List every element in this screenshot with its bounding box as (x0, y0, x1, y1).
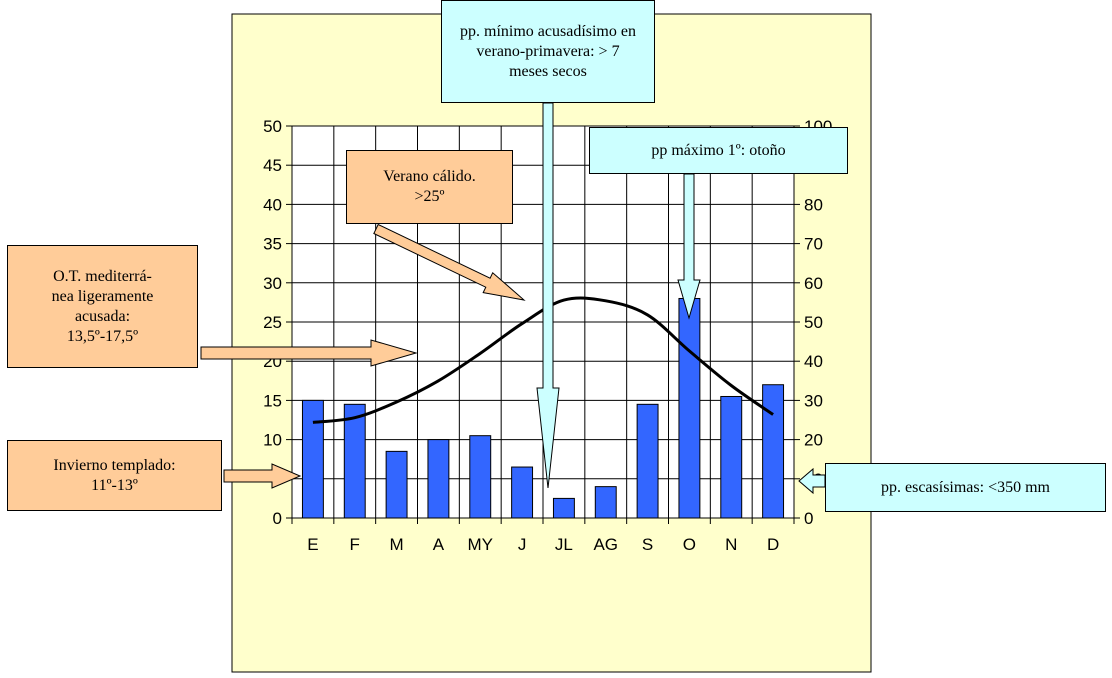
annotation-pp-escasas: pp. escasísimas: <350 mm (825, 463, 1106, 512)
right-tick-label: 80 (804, 195, 823, 214)
annotation-pp-maximo: pp máximo 1º: otoño (589, 127, 848, 174)
bar-S (636, 403, 659, 519)
left-tick-label: 30 (263, 274, 282, 293)
x-tick-label: O (683, 535, 696, 554)
bar-O (678, 297, 701, 519)
x-tick-label: S (642, 535, 653, 554)
arrow-invierno (223, 463, 302, 489)
right-tick-label: 20 (804, 431, 823, 450)
precipitation-bars (301, 297, 785, 519)
x-tick-label: A (433, 535, 445, 554)
bar-F (343, 403, 366, 519)
x-tick-label: J (518, 535, 527, 554)
x-axis-ticks: E F M A MY J JL AG S O N D (291, 518, 795, 554)
right-tick-label: 30 (804, 391, 823, 410)
bar-E (301, 399, 324, 519)
bar-J (511, 466, 534, 519)
left-tick-label: 10 (263, 431, 282, 450)
left-tick-label: 15 (263, 391, 282, 410)
annotation-ot-mediterranea: O.T. mediterrá- nea ligeramente acusada:… (7, 245, 198, 368)
left-tick-label: 35 (263, 235, 282, 254)
x-tick-label: D (767, 535, 779, 554)
bar-N (720, 395, 743, 519)
arrow-ot-mediterranea (200, 339, 418, 367)
bar-M (385, 450, 408, 519)
x-tick-label: N (725, 535, 737, 554)
arrow-verano (373, 223, 526, 301)
right-tick-label: 0 (804, 509, 813, 528)
bar-MY (469, 435, 492, 519)
left-tick-label: 40 (263, 195, 282, 214)
arrow-pp-maximo (677, 173, 701, 320)
left-tick-label: 45 (263, 156, 282, 175)
x-tick-label: JL (555, 535, 573, 554)
bar-JL (552, 497, 575, 519)
right-tick-label: 70 (804, 235, 823, 254)
annotation-pp-minimo: pp. mínimo acusadísimo en verano-primave… (441, 0, 655, 103)
bar-D (762, 384, 785, 519)
x-tick-label: AG (593, 535, 618, 554)
right-tick-label: 50 (804, 313, 823, 332)
arrow-pp-escasas (798, 467, 826, 495)
bar-AG (594, 486, 617, 519)
x-tick-label: E (307, 535, 318, 554)
x-tick-label: MY (468, 535, 494, 554)
annotation-verano: Verano cálido. >25º (346, 150, 513, 224)
left-tick-label: 25 (263, 313, 282, 332)
x-tick-label: M (389, 535, 403, 554)
bar-A (427, 439, 450, 519)
right-tick-label: 40 (804, 352, 823, 371)
x-tick-label: F (350, 535, 360, 554)
annotation-invierno: Invierno templado: 11º-13º (7, 440, 222, 511)
arrow-pp-minimo (536, 102, 560, 489)
left-tick-label: 0 (273, 509, 282, 528)
left-tick-label: 50 (263, 117, 282, 136)
annotation-arrows (200, 102, 826, 495)
right-tick-label: 60 (804, 274, 823, 293)
